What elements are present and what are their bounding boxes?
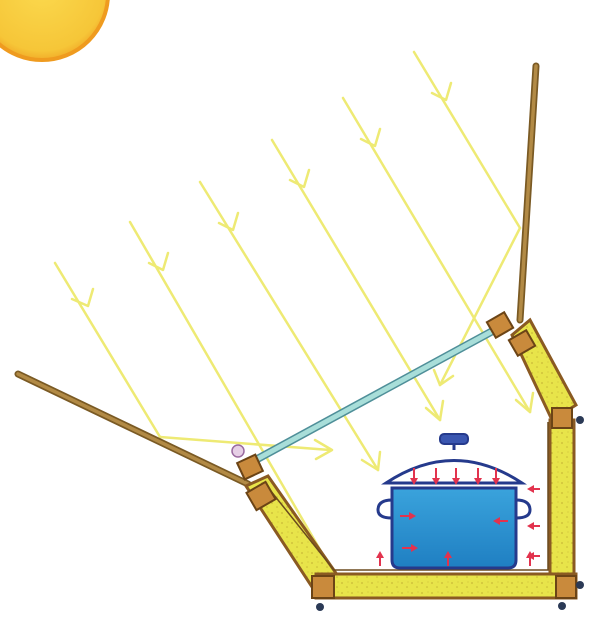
foot-right <box>558 602 566 610</box>
ray-arrowhead-5 <box>359 127 382 148</box>
corner-block-glass-right <box>485 310 515 340</box>
ray-arrowhead-6 <box>430 81 453 102</box>
ray-arrowheads <box>70 81 535 472</box>
ray-6 <box>412 50 522 230</box>
ray-arrowhead-4 <box>288 168 311 189</box>
ray-3 <box>198 180 380 472</box>
corner-block-bottom-right <box>555 575 577 599</box>
hinge <box>231 444 245 458</box>
heat-arrows <box>376 468 540 566</box>
ray-arrowhead-2 <box>147 251 170 272</box>
incoming-rays <box>53 50 532 562</box>
ray-arrowhead-3-end <box>360 450 382 472</box>
ray-arrowhead-3 <box>217 211 240 232</box>
cooking-pot <box>376 433 532 570</box>
lid-knob <box>439 433 469 445</box>
insulated-box <box>231 310 584 611</box>
corner-block-left <box>245 480 277 512</box>
pot-handle-left <box>376 498 393 520</box>
ray-4 <box>270 138 442 422</box>
glass-cover <box>246 323 504 467</box>
corner-block-right-mid <box>551 407 573 429</box>
knob-right-top <box>576 416 584 424</box>
water <box>390 486 518 570</box>
corner-block-glass-left <box>235 453 265 481</box>
foot-left <box>316 603 324 611</box>
right-wall <box>548 418 576 582</box>
sun <box>0 0 110 62</box>
knob-right-bottom <box>576 581 584 589</box>
ray-arrowhead-6-end <box>432 368 455 387</box>
pot-handle-right <box>515 498 532 520</box>
pot-lid <box>381 459 527 485</box>
corner-block-bottom-left <box>311 575 335 599</box>
ray-1 <box>53 261 162 439</box>
ray-arrowhead-1-end <box>313 438 334 461</box>
reflectors <box>14 62 540 488</box>
ray-5 <box>341 96 532 414</box>
ray-arrowhead-1 <box>70 287 95 308</box>
ray-arrowhead-5-end <box>514 391 535 414</box>
bottom-wall <box>314 572 578 600</box>
corner-block-right <box>507 328 537 358</box>
ray-2 <box>128 220 328 562</box>
ray-1-reflected <box>158 435 332 452</box>
ray-arrowhead-4-end <box>424 399 445 422</box>
ray-6-reflected <box>438 226 522 387</box>
